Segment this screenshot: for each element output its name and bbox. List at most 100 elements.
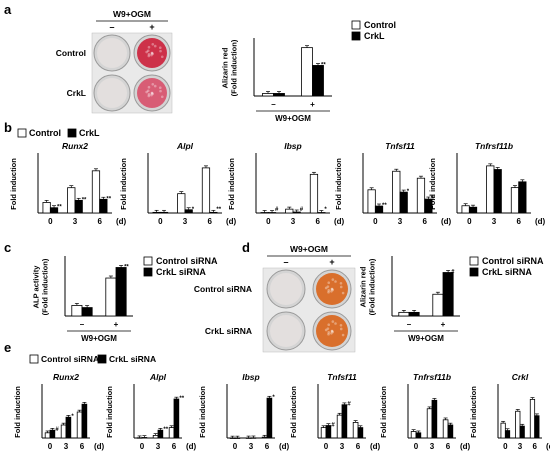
y-axis-label: Fold induction xyxy=(13,386,22,438)
well-column-label: + xyxy=(149,22,154,32)
bar xyxy=(229,437,236,439)
bar xyxy=(442,419,449,439)
stain-speck xyxy=(331,330,335,334)
chart-title: Alpl xyxy=(176,141,194,151)
stain-speck xyxy=(150,93,153,97)
stain-speck xyxy=(324,328,328,332)
stain-speck xyxy=(331,320,335,323)
stain-speck xyxy=(327,331,331,334)
chart-c_chart: ALP activity (Fold induction) – ** + W9+OGM xyxy=(32,256,133,343)
stain-speck xyxy=(341,333,345,337)
stain-speck xyxy=(147,54,151,58)
significance-mark: * xyxy=(272,395,275,401)
stain-speck xyxy=(330,329,334,333)
stain-speck xyxy=(327,289,331,292)
legend-swatch xyxy=(469,256,479,266)
x-tick-label: 6 xyxy=(532,442,537,451)
stain-speck xyxy=(339,327,343,331)
significance-mark: ** xyxy=(57,205,62,211)
treatment-label: W9+OGM xyxy=(113,9,151,19)
bar xyxy=(261,436,268,439)
well-row-label: Control xyxy=(56,48,86,58)
stain-speck xyxy=(339,281,343,285)
stain-speck xyxy=(147,94,151,98)
stain-speck xyxy=(158,86,162,90)
stain-speck xyxy=(326,285,330,288)
significance-mark: # xyxy=(451,270,455,276)
x-tick-label: 6 xyxy=(446,442,451,451)
unstained-well xyxy=(270,315,302,347)
x-unit-label: (d) xyxy=(116,217,127,226)
bar xyxy=(81,403,88,439)
x-tick-label: 0 xyxy=(467,217,472,226)
bar xyxy=(416,177,426,214)
panel-letter-a: a xyxy=(4,2,12,17)
x-tick-label: + xyxy=(114,320,119,329)
stain-speck xyxy=(327,332,330,336)
legend-swatch xyxy=(351,20,361,30)
legend-label: Control siRNA xyxy=(482,256,544,266)
legend-label: CrkL siRNA xyxy=(109,354,156,364)
bar xyxy=(250,437,257,439)
significance-mark: ** xyxy=(179,396,184,402)
unstained-well xyxy=(270,273,302,305)
chart-title: Tnfsf11 xyxy=(327,372,357,382)
bar xyxy=(519,425,525,439)
bar xyxy=(76,411,83,439)
x-tick-label: 0 xyxy=(503,442,508,451)
x-tick-label: 0 xyxy=(266,217,271,226)
chart-e_tnfrsf11b: Fold induction Tnfrsf11b 0 3 6 (d) xyxy=(379,372,471,451)
alizarin-stain xyxy=(316,273,348,305)
stain-speck xyxy=(147,52,151,56)
unstained-well xyxy=(97,78,127,108)
bar xyxy=(426,408,433,439)
bar xyxy=(273,93,285,97)
bar xyxy=(81,307,93,317)
x-unit-label: (d) xyxy=(460,442,471,451)
y-axis-label: (Fold induction) xyxy=(41,258,50,315)
bar xyxy=(392,170,401,214)
stain-speck xyxy=(150,91,154,95)
y-axis-label: Alizarin red xyxy=(359,266,368,307)
y-axis-label: (Fold induction) xyxy=(368,258,377,315)
well-row-label: CrkL xyxy=(67,88,86,98)
significance-mark: ** xyxy=(321,62,326,68)
bar xyxy=(399,191,408,214)
alizarin-stain xyxy=(137,38,167,68)
stain-speck xyxy=(153,44,157,48)
bar xyxy=(410,431,417,439)
significance-mark: ** xyxy=(163,427,168,433)
chart-b_tnfrsf11b: Fold induction Tnfrsf11b 0 3 6 (d) xyxy=(428,141,546,226)
bar xyxy=(529,398,536,439)
x-tick-label: 0 xyxy=(373,217,378,226)
well-column-label: – xyxy=(283,257,288,267)
bar xyxy=(201,167,211,214)
bar xyxy=(468,206,478,214)
chart-b_alpl: Fold induction Alpl 0 * 3 ** 6 (d) xyxy=(119,141,237,226)
stain-speck xyxy=(147,92,151,96)
bar xyxy=(260,212,269,214)
x-tick-label: 3 xyxy=(430,442,435,451)
stain-speck xyxy=(151,92,154,96)
bar xyxy=(367,189,376,214)
unstained-well xyxy=(97,38,127,68)
panel-letter-d: d xyxy=(242,240,250,255)
x-tick-label: 0 xyxy=(324,442,329,451)
bar xyxy=(152,211,161,214)
significance-mark: ** xyxy=(106,196,111,202)
bar xyxy=(352,421,359,439)
legend-swatch xyxy=(351,31,361,41)
stain-speck xyxy=(150,51,154,55)
x-tick-label: 0 xyxy=(158,217,163,226)
bar xyxy=(177,193,186,214)
panel-letter-c: c xyxy=(4,240,11,255)
legend-swatch xyxy=(143,267,153,277)
x-tick-label: – xyxy=(80,320,85,329)
stain-speck xyxy=(327,281,331,285)
x-unit-label: (d) xyxy=(334,217,345,226)
bar xyxy=(141,437,148,439)
significance-mark: ** xyxy=(216,207,221,213)
